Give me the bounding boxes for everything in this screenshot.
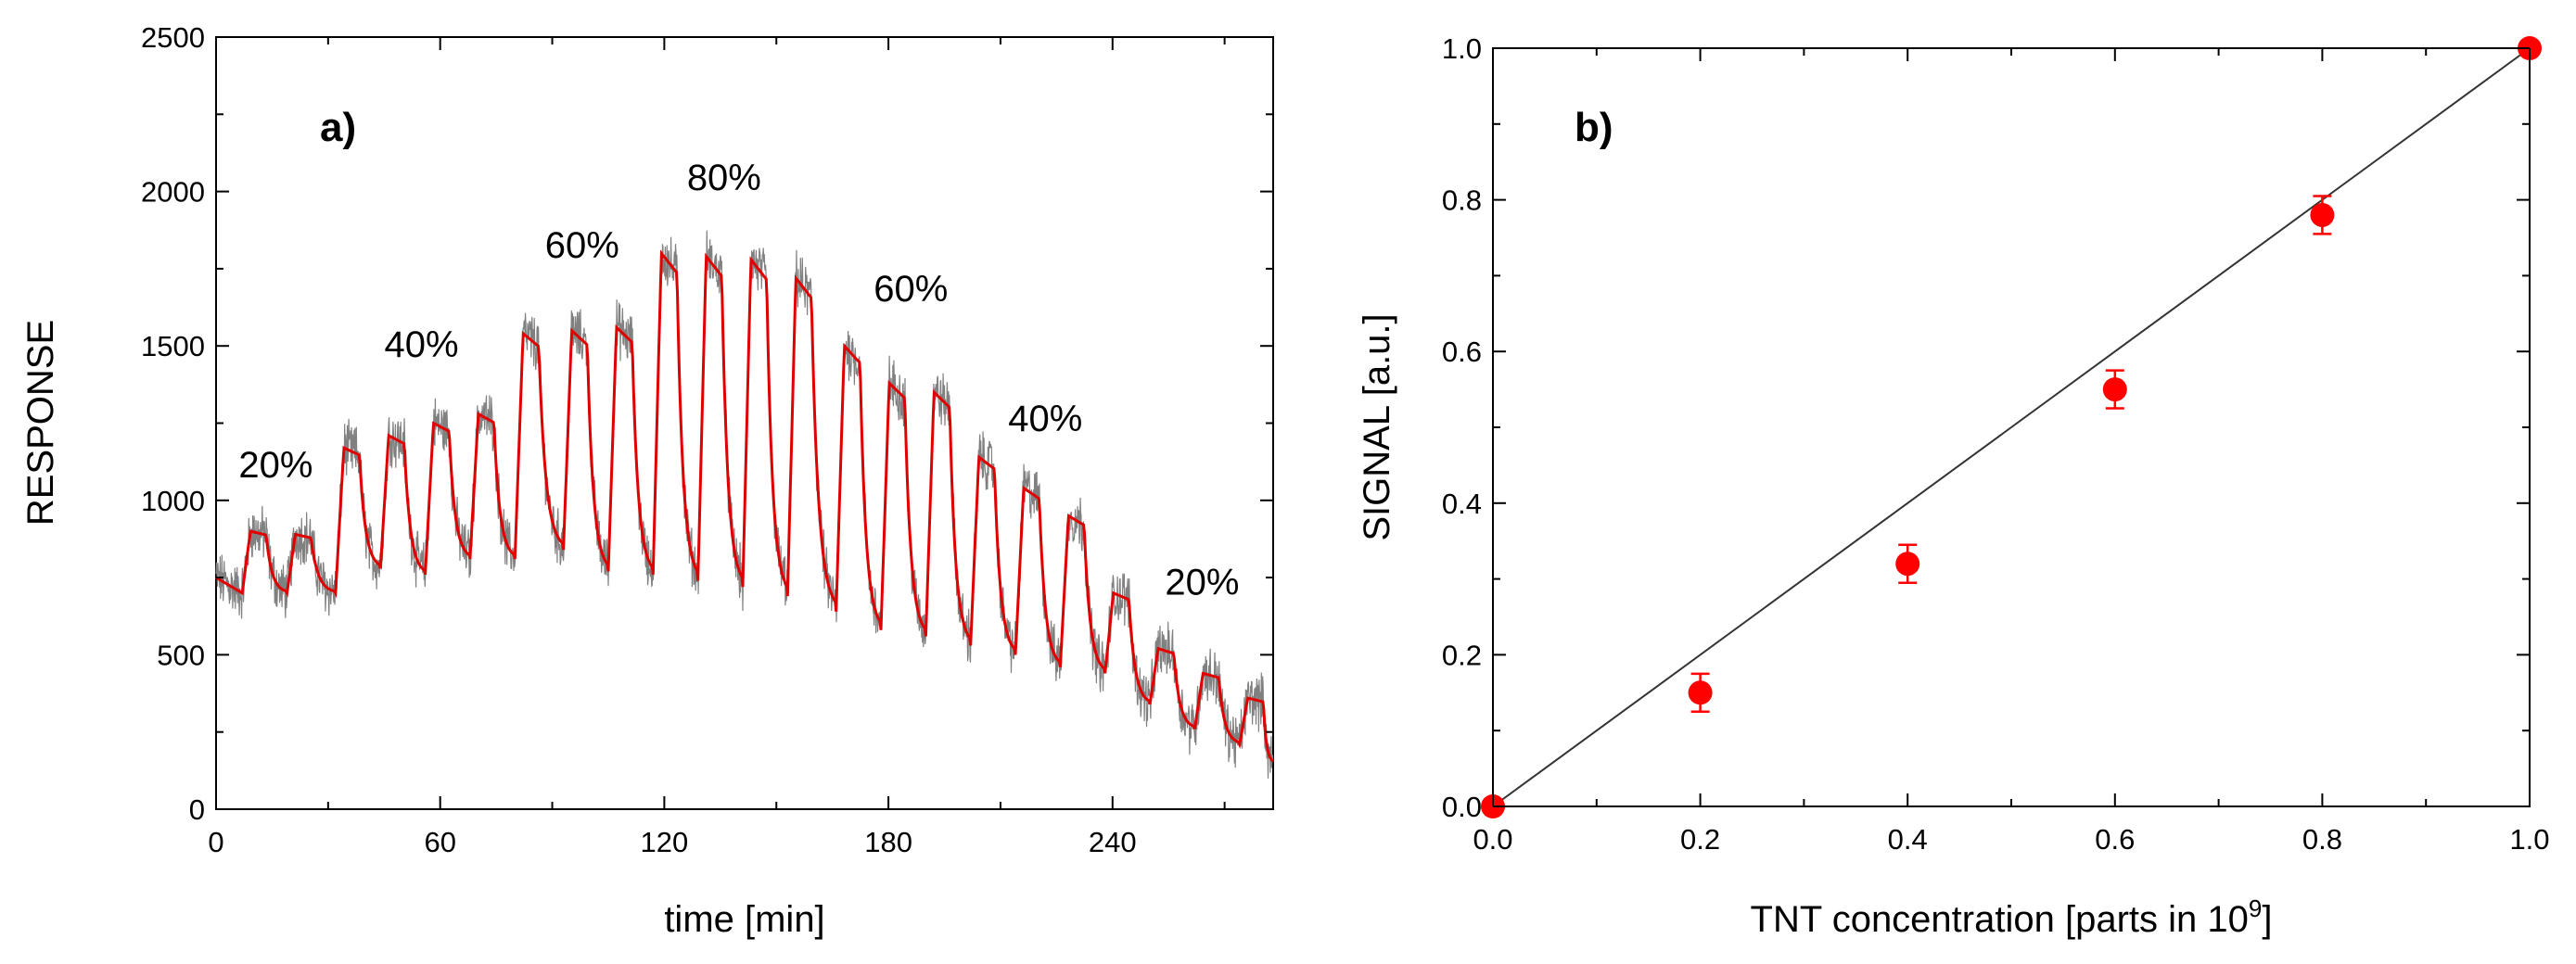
y-tick-label: 0.8	[1442, 184, 1482, 217]
y-tick-label: 1500	[141, 330, 205, 362]
panel-b-x-axis-label: TNT concentration [parts in 109]	[1751, 894, 2273, 940]
fit-line	[1492, 47, 2531, 807]
percent-annotation: 20%	[238, 445, 312, 486]
panel-b-label: b)	[1575, 105, 1613, 150]
y-tick-label: 2000	[141, 176, 205, 209]
y-tick-label: 0.0	[1442, 791, 1482, 823]
x-tick-label: 0.2	[1680, 823, 1720, 856]
x-tick-label: 240	[1089, 826, 1137, 858]
y-tick-label: 1.0	[1442, 32, 1482, 65]
y-tick-label: 2500	[141, 21, 205, 54]
x-tick-label: 0.8	[2302, 823, 2342, 856]
panel-b-y-axis-label: SIGNAL [a.u.]	[1357, 313, 1397, 540]
x-tick-label: 0.6	[2095, 823, 2135, 856]
panel-a-label: a)	[320, 105, 356, 150]
panel-b-linear-fit	[1492, 47, 2531, 807]
x-tick-label: 0.0	[1473, 823, 1512, 856]
panel-a-annotations: 20% 40% 60% 80% 60% 40% 20%	[238, 158, 1239, 602]
data-point	[1895, 552, 1920, 577]
y-tick-label: 500	[157, 639, 205, 671]
panel-b-axis-ticks: 0.0 0.2 0.4 0.6 0.8 1.0 0.0 0.2 0.4 0.6 0.8 1.0	[1442, 32, 2550, 856]
x-tick-label: 0.4	[1888, 823, 1928, 856]
x-tick-label: 60	[424, 826, 455, 858]
panel-a-axis-ticks: 0 60 120 180 240 0 500 1000 1500 2000 2500	[141, 21, 1273, 858]
data-point	[2310, 202, 2335, 227]
panel-a-plot-frame	[215, 36, 1274, 810]
panel-b-signal-vs-concentration-chart: 0.0 0.2 0.4 0.6 0.8 1.00.00.20.40.60.81.0 b) …	[1357, 32, 2550, 940]
x-tick-label: 1.0	[2509, 823, 2549, 856]
percent-annotation: 20%	[1165, 562, 1239, 602]
panel-a-smoothed-signal-series	[215, 249, 1274, 763]
data-point	[2102, 377, 2127, 402]
percent-annotation: 40%	[385, 324, 459, 365]
percent-annotation: 60%	[545, 225, 619, 266]
y-tick-label: 1000	[141, 485, 205, 517]
y-tick-label: 0.2	[1442, 639, 1482, 671]
percent-annotation: 40%	[1008, 399, 1082, 439]
x-tick-label: 120	[641, 826, 689, 858]
panel-a-y-axis-label: RESPONSE	[20, 320, 61, 526]
y-tick-label: 0.6	[1442, 336, 1482, 368]
panel-a-time-response-chart: 0 60 120 180 240 0 500 1000 1500 2000 2500 20% 40% 6…	[20, 21, 1274, 940]
y-tick-label: 0	[189, 793, 205, 826]
data-point	[1688, 680, 1713, 705]
percent-annotation: 80%	[687, 158, 761, 198]
y-tick-label: 0.4	[1442, 488, 1482, 520]
percent-annotation: 60%	[874, 269, 948, 310]
x-tick-label: 0	[208, 826, 223, 858]
smoothed-signal-line	[215, 249, 1274, 763]
panel-a-x-axis-label: time [min]	[664, 899, 824, 940]
x-tick-label: 180	[864, 826, 912, 858]
